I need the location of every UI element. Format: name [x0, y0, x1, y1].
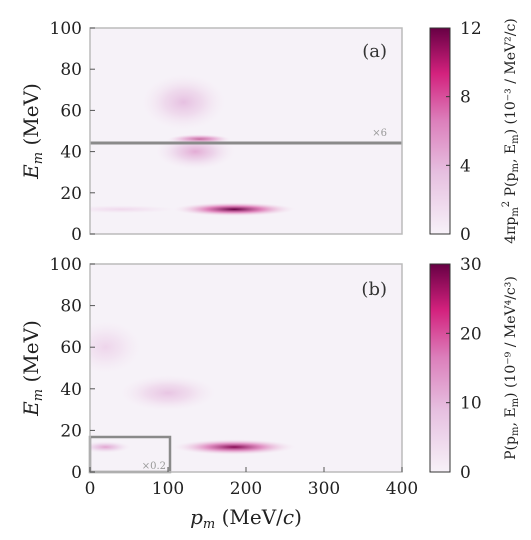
colorbar-tick-label: 20	[460, 324, 482, 344]
panel-a-y-axis-label: Em (MeV)	[19, 83, 46, 180]
panel-b-density	[90, 321, 297, 456]
density-peak	[90, 441, 131, 454]
colorbar-tick-label: 30	[460, 255, 482, 275]
density-peak	[141, 74, 226, 131]
y-tick-label: 100	[50, 19, 82, 39]
x-tick-label: 300	[308, 479, 340, 499]
colorbar-b-ticks: 0 10 20 30	[446, 255, 482, 483]
panel-b-y-ticks: 0 20 40 60 80 100	[50, 255, 95, 483]
panel-a-frame	[89, 27, 403, 235]
panel-a-background	[90, 28, 402, 234]
colorbar-b-label: P(pm, Em) (10⁻⁹ / MeV⁴/c³)	[503, 276, 521, 460]
panel-b-label: (b)	[361, 279, 387, 300]
y-tick-label: 60	[60, 101, 82, 121]
x-tick-label: 200	[230, 479, 262, 499]
colorbar-a-ticks: 0 4 8 12	[446, 19, 482, 245]
density-peak	[172, 439, 297, 456]
colorbar-tick-label: 4	[460, 156, 471, 176]
density-peak	[172, 202, 297, 217]
density-peak	[120, 374, 216, 411]
y-tick-label: 0	[71, 225, 82, 245]
panel-b-inset-scale: ×0.2	[142, 461, 166, 472]
y-tick-label: 80	[60, 60, 82, 80]
colorbar-tick-label: 8	[460, 88, 471, 108]
x-tick-label: 400	[386, 479, 418, 499]
x-tick-label: 100	[152, 479, 184, 499]
colorbar-b-gradient	[429, 263, 451, 473]
panel-b-y-axis-label: Em (MeV)	[19, 320, 46, 417]
y-tick-label: 60	[60, 338, 82, 358]
density-peak	[90, 321, 141, 374]
panel-a: ×6 (a) 0 20 40 60 80 100 Em (MeV)	[19, 19, 403, 245]
y-tick-label: 40	[60, 143, 82, 163]
colorbar-tick-label: 10	[460, 394, 482, 414]
y-tick-label: 40	[60, 380, 82, 400]
colorbar-a: 0 4 8 12 4πpm2 P(pm, Em) (10⁻³ / MeV²/c)	[429, 18, 521, 245]
y-tick-label: 80	[60, 297, 82, 317]
panel-b: ×0.2 (b) 0 20 40 60 80 100 0 100 200 300 400 Em (…	[19, 255, 418, 532]
colorbar-a-label: 4πpm2 P(pm, Em) (10⁻³ / MeV²/c)	[501, 18, 521, 244]
colorbar-tick-label: 0	[460, 225, 471, 245]
colorbar-a-gradient	[429, 27, 451, 235]
y-tick-label: 0	[71, 463, 82, 483]
panel-a-y-ticks: 0 20 40 60 80 100	[50, 19, 95, 245]
density-peak	[155, 133, 236, 170]
colorbar-b: 0 10 20 30 P(pm, Em) (10⁻⁹ / MeV⁴/c³)	[429, 255, 521, 483]
colorbar-tick-label: 12	[460, 19, 482, 39]
panel-b-x-axis-label: pm (MeV/c)	[190, 505, 302, 532]
panel-b-x-ticks: 0 100 200 300 400	[85, 467, 418, 499]
y-tick-label: 20	[60, 421, 82, 441]
panel-a-label: (a)	[362, 41, 387, 62]
x-tick-label: 0	[85, 479, 96, 499]
colorbar-tick-label: 0	[460, 463, 471, 483]
panel-a-inset-scale: ×6	[372, 128, 387, 139]
y-tick-label: 20	[60, 184, 82, 204]
density-peak	[90, 205, 177, 214]
y-tick-label: 100	[50, 255, 82, 275]
